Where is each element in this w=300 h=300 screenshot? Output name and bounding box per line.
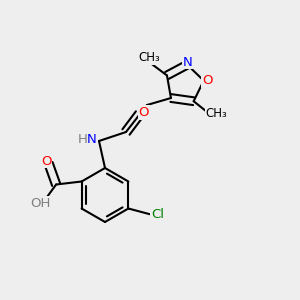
Text: O: O [41, 154, 52, 168]
Text: CH₃: CH₃ [205, 107, 227, 120]
Text: N: N [182, 56, 192, 69]
Text: O: O [202, 74, 213, 87]
Text: H: H [78, 133, 87, 146]
Text: Cl: Cl [151, 208, 164, 221]
Text: N: N [87, 133, 96, 146]
Text: O: O [139, 106, 149, 119]
Text: CH₃: CH₃ [138, 51, 160, 64]
Text: OH: OH [30, 197, 51, 210]
